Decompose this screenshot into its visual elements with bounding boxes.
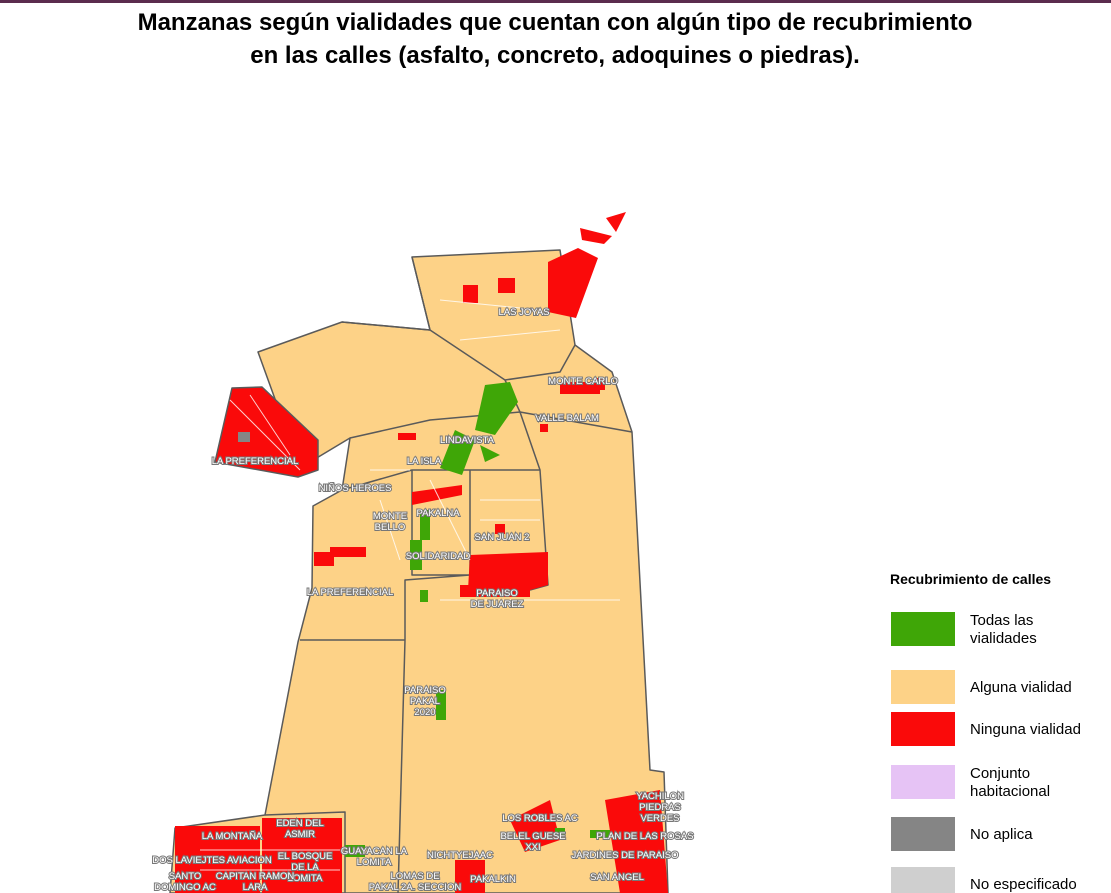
place-label: SOLIDARIDAD: [406, 551, 471, 562]
legend-label: Ninguna vialidad: [970, 721, 1081, 738]
place-label: VERDES: [640, 813, 679, 824]
place-label: DOMINGO AC: [154, 882, 216, 893]
place-label: LOMITA: [288, 873, 323, 884]
place-label: SANTO: [169, 871, 202, 882]
red-blocks: [175, 212, 668, 893]
place-label: LINDAVISTA: [440, 435, 495, 446]
place-label: SAN ANGEL: [590, 872, 644, 883]
place-label: MONTE: [373, 511, 407, 522]
place-label: LA MONTAÑA: [202, 831, 263, 842]
legend-swatch: [891, 612, 955, 646]
place-label: JARDINES DE PARAISO: [572, 850, 679, 861]
place-label: YACHILON: [636, 791, 684, 802]
legend-label: No aplica: [970, 826, 1033, 843]
place-label: PARAISO: [476, 588, 518, 599]
place-label: PLAN DE LAS ROSAS: [596, 831, 693, 842]
legend: Recubrimiento de calles Todas lasvialidad…: [890, 571, 1081, 893]
place-label: DE LA: [291, 862, 319, 873]
place-label: PAKAL: [410, 696, 440, 707]
place-label: LOS ROBLES AC: [502, 813, 578, 824]
place-label: XXI: [525, 842, 540, 853]
place-label: LA ISLA: [407, 456, 442, 467]
top-bar: [0, 0, 1111, 3]
place-label: LARA: [243, 882, 268, 893]
legend-title: Recubrimiento de calles: [890, 571, 1051, 587]
place-label: NIÑOS HEROES: [319, 483, 392, 494]
place-label: LOMITA: [357, 857, 392, 868]
legend-swatch: [891, 670, 955, 704]
place-label: PAKALKIN: [470, 874, 516, 885]
title: en las calles (asfalto, concreto, adoqui…: [250, 42, 860, 69]
place-label: 2020: [414, 707, 435, 718]
place-label: NICHTYEJAAC: [427, 850, 493, 861]
place-label: BELEL GUESE: [500, 831, 565, 842]
place-label: PARAISO: [404, 685, 446, 696]
legend-label: Conjunto: [970, 765, 1030, 782]
place-label: LOMAS DE: [390, 871, 439, 882]
red-preferencial: [214, 386, 319, 478]
place-label: LAS JOYAS: [498, 307, 549, 318]
place-label: GUAYACAN LA: [341, 846, 408, 857]
legend-swatch: [891, 712, 955, 746]
place-label: EL BOSQUE: [278, 851, 333, 862]
place-label: BELLO: [375, 522, 406, 533]
place-label: EDEN DEL: [276, 818, 324, 829]
place-label: VALLE BALAM: [535, 413, 599, 424]
map: [169, 212, 669, 893]
legend-label: habitacional: [970, 783, 1050, 800]
legend-label: Todas las: [970, 612, 1033, 629]
gray-block: [238, 432, 250, 442]
place-label: PAKAL 2A. SECCION: [369, 882, 462, 893]
place-label: LA PREFERENCIAL: [212, 456, 299, 467]
place-label: MONTE CARLO: [548, 376, 618, 387]
legend-label: Alguna vialidad: [970, 679, 1072, 696]
legend-label: vialidades: [970, 630, 1037, 647]
legend-label: No especificado: [970, 876, 1077, 893]
legend-swatch: [891, 817, 955, 851]
place-label: PAKALNA: [416, 508, 460, 519]
area-alguna: [169, 249, 669, 893]
legend-swatch: [891, 765, 955, 799]
place-label: CAPITAN RAMON: [216, 871, 295, 882]
place-label: DE JUAREZ: [471, 599, 524, 610]
title: Manzanas según vialidades que cuentan co…: [138, 9, 973, 36]
place-labels: LAS JOYAS MONTE CARLO VALLE BALAM LINDAVIST…: [151, 306, 694, 893]
legend-swatch: [891, 867, 955, 893]
place-label: LA PREFERENCIAL: [307, 587, 394, 598]
place-label: SAN JUAN 2: [475, 532, 530, 543]
place-label: DOS LAVIEJTES AVIACION: [152, 855, 272, 866]
place-label: PIEDRAS: [639, 802, 681, 813]
place-label: ASMIR: [285, 829, 315, 840]
